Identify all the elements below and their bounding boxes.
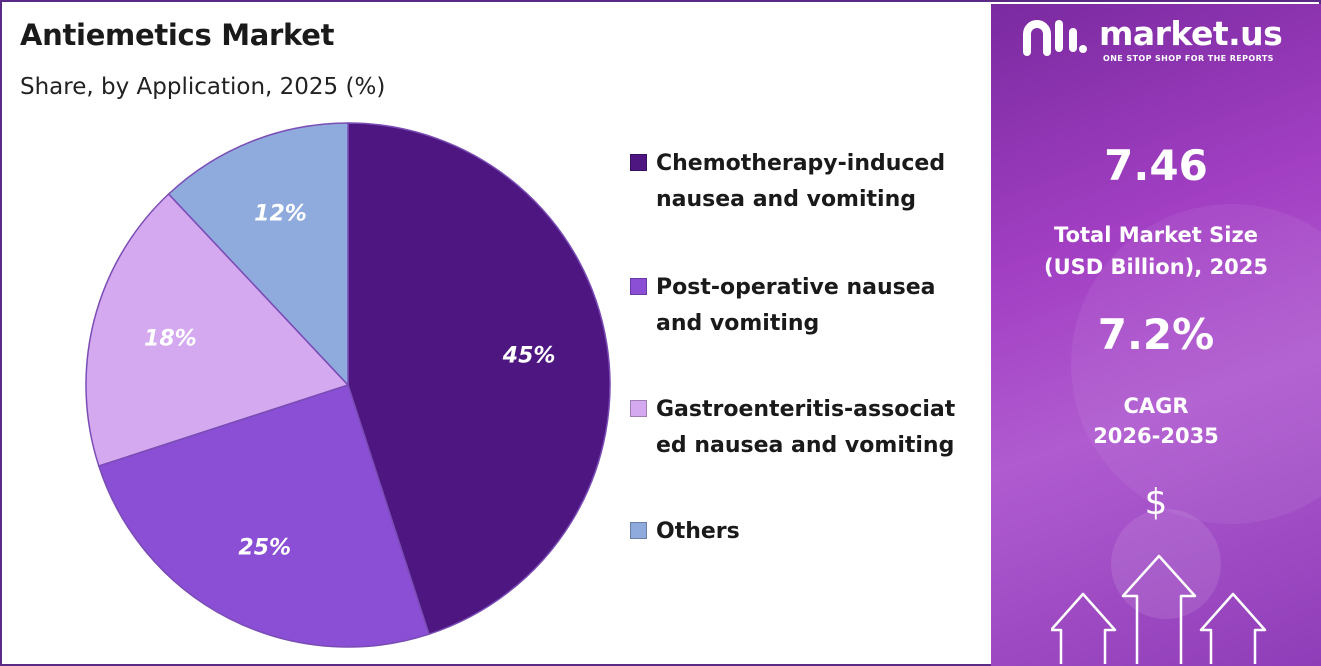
legend-label-line: Others [656,519,740,544]
summary-panel: market.us ONE STOP SHOP FOR THE REPORTS … [991,4,1321,666]
market-size-value: 7.46 [1104,141,1208,190]
chart-subtitle: Share, by Application, 2025 (%) [20,74,386,100]
pie-slice-0 [347,122,611,636]
legend-label-line: ed nausea and vomiting [656,433,955,458]
pie-slice-label-2: 18% [144,326,197,351]
growth-arrows-icon [1051,554,1267,664]
legend-swatch [630,522,647,539]
pie-slice-label-0: 45% [502,343,556,368]
market-size-label-line1: Total Market Size [1054,223,1258,247]
legend-label: Gastroenteritis-associat ed nausea and vo… [656,392,976,464]
legend-label: Others [656,514,976,550]
legend-label-line: and vomiting [656,311,820,336]
decorative-circle [1071,204,1321,524]
cagr-label-line2: 2026-2035 [1093,424,1219,448]
pie-slice-2 [85,192,350,467]
pie-slice-label-3: 12% [254,201,307,226]
brand-tagline: ONE STOP SHOP FOR THE REPORTS [1103,54,1274,63]
legend-label-line: nausea and vomiting [656,187,916,212]
brand-logo[interactable]: market.us ONE STOP SHOP FOR THE REPORTS [1023,14,1313,64]
logo-mark-icon [1023,20,1087,56]
dollar-icon: $ [1144,482,1168,523]
brand-name: market.us [1099,14,1283,53]
legend-label: Post-operative nausea and vomiting [656,270,976,342]
legend-label-line: Chemotherapy-induced [656,151,946,176]
legend-swatch [630,278,647,295]
pie-slice-label-1: 25% [238,535,291,560]
pie-slice-3 [167,122,349,387]
market-size-label-line2: (USD Billion), 2025 [1043,255,1269,279]
legend-swatch [630,154,647,171]
legend-label: Chemotherapy-induced nausea and vomiting [656,146,976,218]
pie-chart: 45% 25% 18% 12% [85,122,611,648]
cagr-value: 7.2% [1097,310,1215,359]
legend-swatch [630,400,647,417]
chart-title: Antiemetics Market [20,18,335,52]
legend-label-line: Post-operative nausea [656,275,936,300]
legend-label-line: Gastroenteritis-associat [656,397,956,422]
pie-slice-1 [97,384,430,648]
cagr-label-line1: CAGR [1123,394,1189,418]
